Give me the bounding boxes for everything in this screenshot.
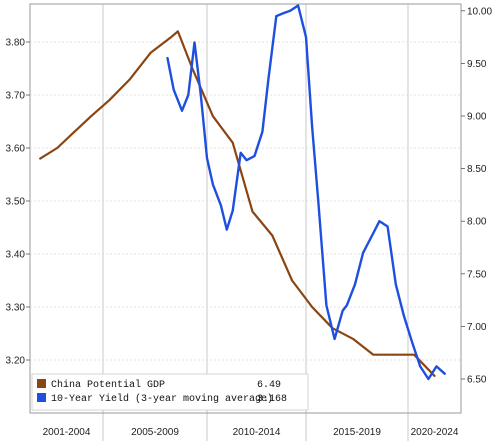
x-axis: 2001-2004 2005-2009 2010-2014 2015-2019 2020…: [30, 412, 461, 438]
legend-label-gdp: China Potential GDP: [51, 379, 165, 391]
legend-box: [31, 373, 309, 411]
grid: [30, 4, 461, 441]
left-tick-label: 3.50: [6, 197, 26, 208]
x-tick-label: 2020-2024: [411, 427, 459, 438]
right-tick-label: 8.50: [467, 164, 487, 175]
right-tick-label: 8.00: [467, 217, 487, 228]
series-line-yield: [166, 4, 446, 381]
left-tick-label: 3.20: [6, 356, 26, 367]
plot-area: [29, 3, 462, 414]
right-tick-label: 7.50: [467, 269, 487, 280]
left-tick-label: 3.40: [6, 250, 26, 261]
legend-value-yield: 3.168: [257, 394, 287, 405]
right-tick-label: 7.00: [467, 322, 487, 333]
legend-swatch-yield: [37, 393, 46, 402]
x-tick-label: 2015-2019: [333, 427, 381, 438]
left-tick-label: 3.80: [6, 38, 26, 49]
series-line-gdp: [39, 30, 436, 377]
right-tick-label: 10.00: [467, 6, 492, 17]
right-tick-label: 9.50: [467, 59, 487, 70]
x-tick-label: 2010-2014: [233, 427, 281, 438]
left-tick-label: 3.30: [6, 303, 26, 314]
left-tick-label: 3.70: [6, 91, 26, 102]
legend: China Potential GDP 6.49 10-Year Yield (…: [31, 373, 309, 411]
right-tick-label: 6.50: [467, 375, 487, 386]
legend-swatch-gdp: [37, 379, 46, 388]
series-layer: [39, 4, 446, 381]
left-axis: 3.20 3.30 3.40 3.50 3.60 3.70 3.80: [6, 38, 30, 367]
legend-value-gdp: 6.49: [257, 380, 281, 391]
right-axis: 6.50 7.00 7.50 8.00 8.50 9.00 9.50 10.00: [461, 6, 492, 386]
x-tick-label: 2001-2004: [43, 427, 91, 438]
x-tick-label: 2005-2009: [131, 427, 179, 438]
left-tick-label: 3.60: [6, 144, 26, 155]
legend-label-yield: 10-Year Yield (3-year moving average): [51, 393, 273, 405]
right-tick-label: 9.00: [467, 112, 487, 123]
